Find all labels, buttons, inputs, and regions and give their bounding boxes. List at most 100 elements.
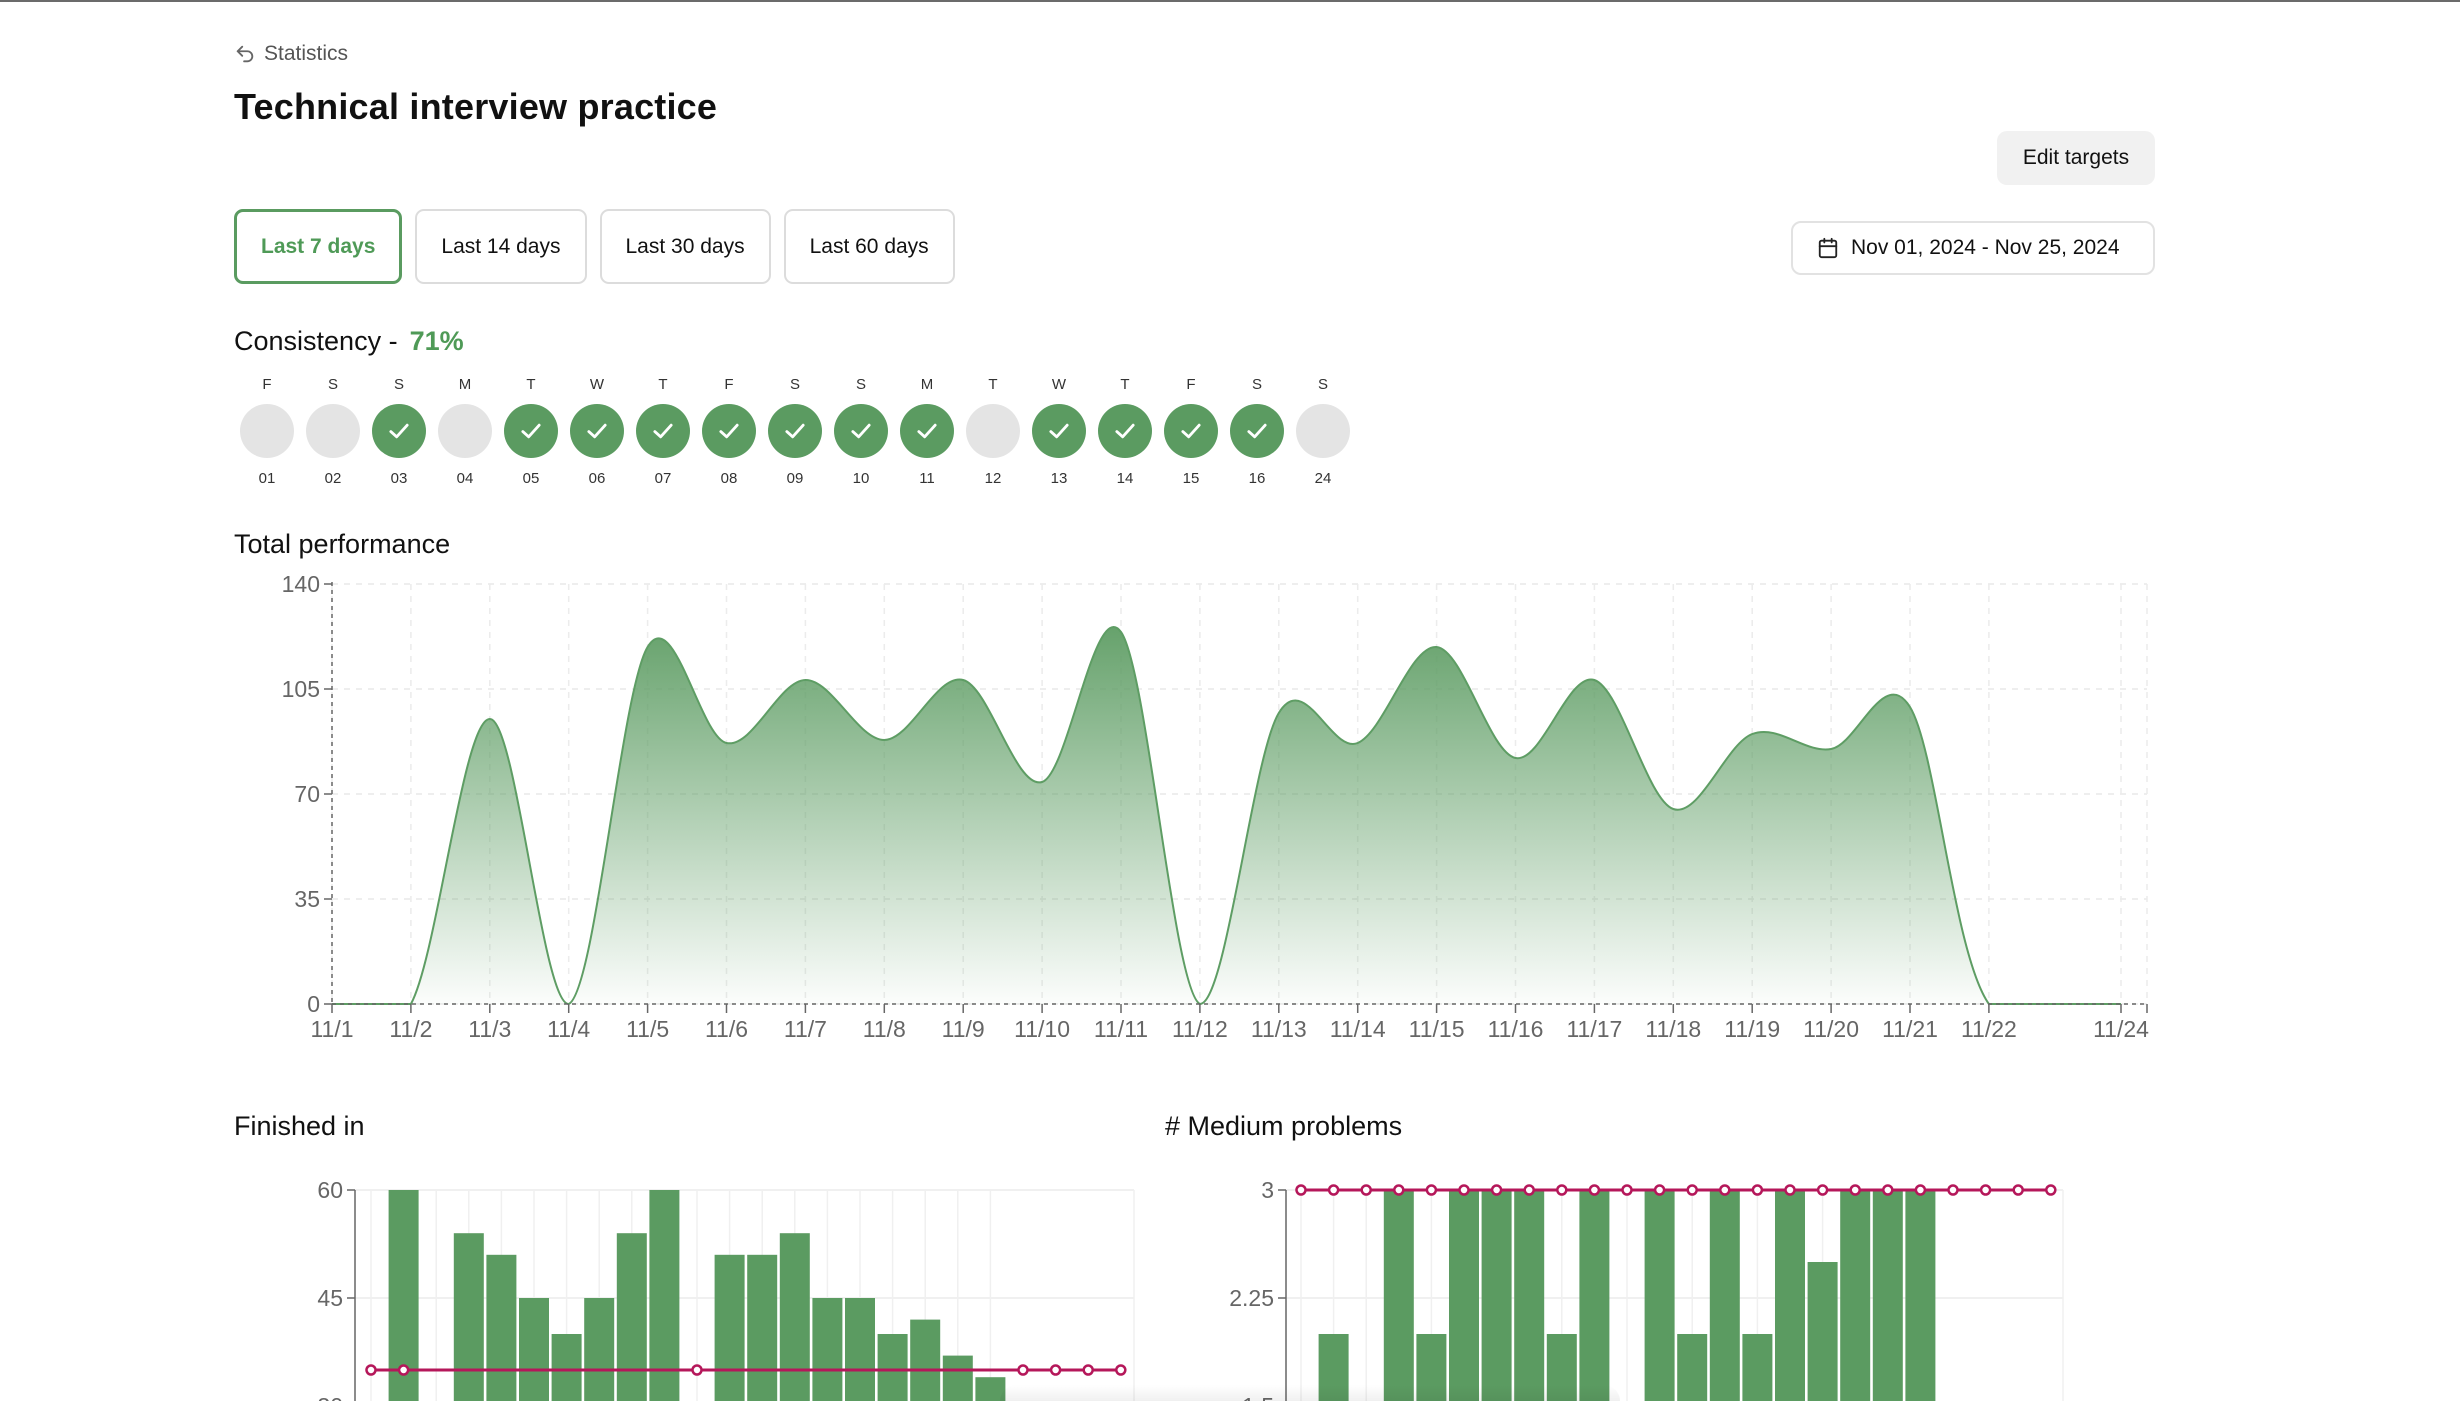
bar [1742,1334,1773,1401]
day-letter: S [393,376,404,393]
day-done-circle [1032,404,1086,458]
day-done-circle [834,404,888,458]
tab-last-60-days[interactable]: Last 60 days [783,209,955,284]
x-tick-label: 11/3 [468,1016,511,1042]
bar [845,1298,875,1401]
target-marker [2012,1184,2024,1196]
day-missed-circle [240,404,294,458]
total-performance-title: Total performance [234,529,451,559]
day-letter: S [789,376,800,393]
y-tick-label: 70 [294,781,320,807]
y-tick-label: 3 [1261,1177,1274,1203]
target-marker [1914,1184,1927,1196]
bar [877,1334,908,1401]
target-marker [1295,1184,1307,1196]
day-done-circle [768,404,822,458]
target-marker [1360,1184,1372,1196]
perf-grid [331,583,2148,1005]
target-marker [1588,1184,1601,1196]
day-missed-circle [306,404,360,458]
day-number: 07 [654,470,672,487]
bar [649,1190,680,1401]
day-letter: W [1051,376,1067,393]
day-number: 12 [984,470,1002,487]
consistency-label: Consistency - [234,326,398,356]
bar [519,1298,549,1401]
x-tick-label: 11/4 [547,1016,590,1042]
day-number: 01 [258,470,276,487]
day-number: 16 [1248,470,1266,487]
bar [551,1334,582,1401]
target-marker [1017,1364,1029,1376]
back-link[interactable]: Statistics [234,42,348,66]
day-done-circle [702,404,756,458]
performance-area [332,626,2121,1004]
consistency-day: S 16 [1224,376,1290,487]
bar [1840,1190,1871,1401]
day-done-circle [372,404,426,458]
check-icon [653,423,673,439]
day-letter: S [855,376,866,393]
target-marker [1751,1184,1764,1196]
date-range-picker[interactable]: Nov 01, 2024 - Nov 25, 2024 [1791,221,2155,275]
day-done-circle [570,404,624,458]
check-icon [785,423,805,439]
target-marker [1719,1184,1731,1196]
bar [1872,1190,1903,1401]
x-tick-label: 11/1 [310,1016,353,1042]
day-done-circle [636,404,690,458]
target-marker [1979,1184,1992,1196]
y-tick-label: 45 [317,1285,343,1311]
check-icon [1115,423,1135,439]
day-missed-circle [1296,404,1350,458]
tab-last-30-days[interactable]: Last 30 days [599,209,771,284]
target-marker [1947,1184,1959,1196]
day-missed-circle [966,404,1020,458]
consistency-day: S 10 [828,376,894,487]
x-tick-label: 11/2 [389,1016,432,1042]
y-tick-label: 140 [282,571,320,597]
target-marker [397,1364,410,1376]
day-number: 15 [1182,470,1200,487]
day-number: 08 [720,470,738,487]
day-done-circle [1164,404,1218,458]
back-arrow-icon [236,45,254,63]
consistency-day: M 04 [432,376,498,487]
day-done-circle [1098,404,1152,458]
target-marker [365,1364,377,1376]
bar [942,1355,973,1401]
edit-targets-button[interactable]: Edit targets [1997,131,2155,185]
x-tick-label: 11/7 [784,1016,827,1042]
consistency-day: T 05 [498,376,564,487]
day-number: 14 [1116,470,1134,487]
target-marker [1621,1184,1633,1196]
day-letter: M [920,376,934,393]
x-tick-label: 11/6 [705,1016,748,1042]
y-tick-label: 0 [307,991,320,1017]
y-tick-label: 30 [317,1393,343,1401]
x-tick-label: 11/18 [1645,1016,1701,1042]
y-tick-label: 2.25 [1229,1285,1274,1311]
x-tick-label: 11/20 [1803,1016,1859,1042]
bar [747,1254,778,1401]
check-icon [389,423,409,439]
x-tick-label: 11/8 [863,1016,906,1042]
check-icon [1049,423,1069,439]
y-tick-label: 35 [294,886,320,912]
tab-last-7-days[interactable]: Last 7 days [234,209,403,284]
bar [453,1233,484,1401]
consistency-day: F 01 [234,376,300,487]
bar [1579,1190,1610,1401]
bar [1644,1190,1675,1401]
check-icon [851,423,871,439]
target-marker [1082,1364,1094,1376]
x-tick-label: 11/15 [1409,1016,1465,1042]
consistency-day: T 12 [960,376,1026,487]
target-marker [2045,1184,2057,1196]
bar [1677,1334,1708,1401]
x-tick-label: 11/9 [942,1016,985,1042]
day-number: 10 [852,470,870,487]
target-marker [1458,1184,1470,1196]
tab-last-14-days[interactable]: Last 14 days [415,209,587,284]
x-tick-label: 11/17 [1566,1016,1622,1042]
